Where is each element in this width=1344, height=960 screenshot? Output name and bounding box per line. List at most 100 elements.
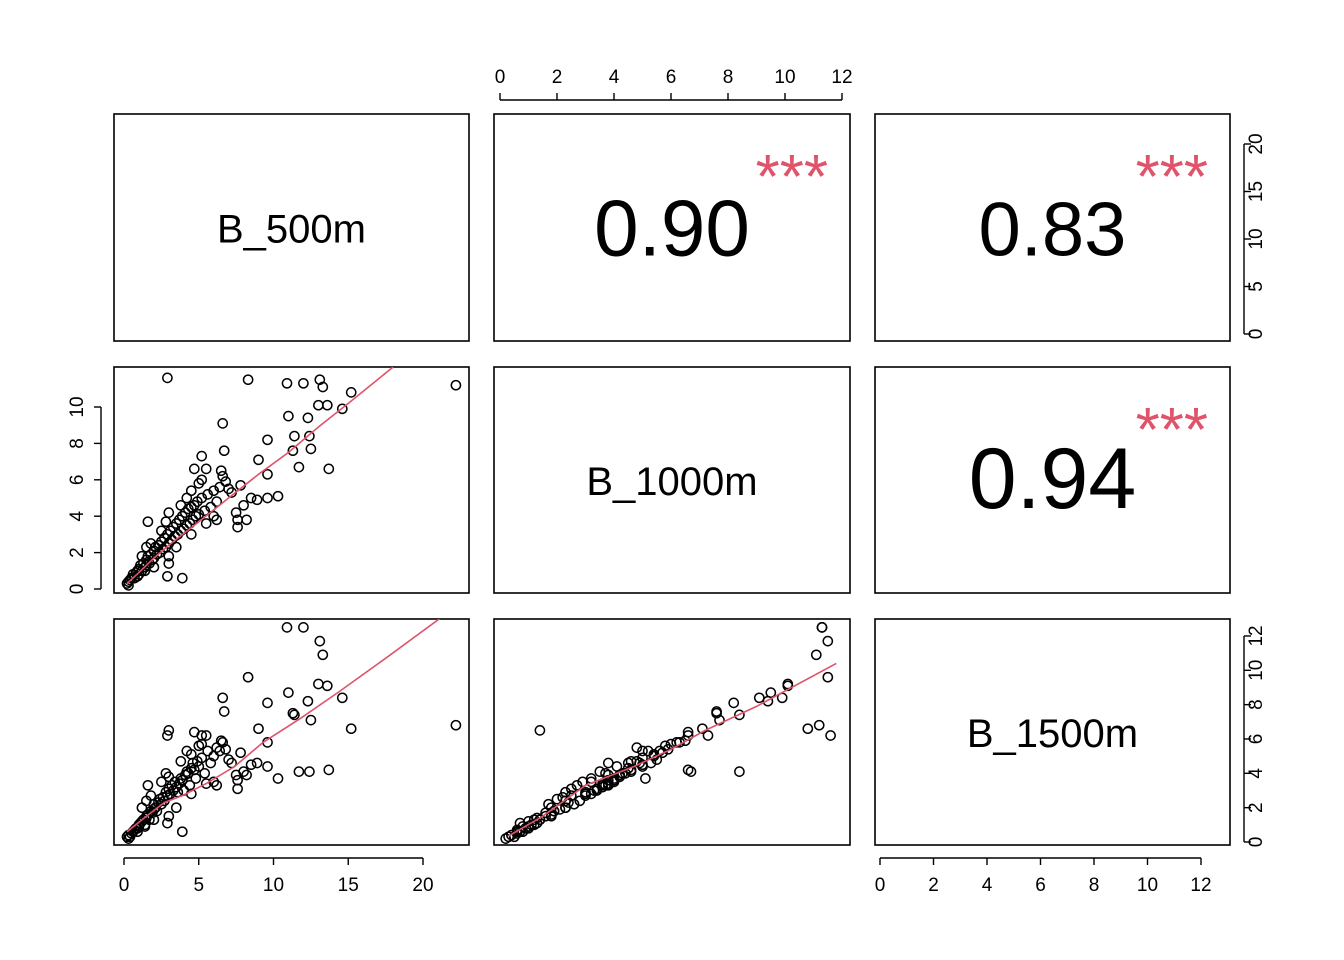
panel-B_500m-B_1500m <box>874 113 1231 342</box>
data-point <box>283 410 294 422</box>
data-point <box>200 518 212 529</box>
data-point <box>175 755 187 767</box>
data-point <box>220 476 232 487</box>
data-point <box>753 692 765 704</box>
tick-label: 0 <box>1246 837 1267 848</box>
panel-B_500m-B_1000m <box>493 113 851 342</box>
data-point <box>262 492 273 504</box>
data-point <box>822 671 834 683</box>
data-point <box>565 783 577 795</box>
data-point <box>176 826 188 838</box>
data-point <box>620 767 631 779</box>
data-point <box>163 558 175 569</box>
data-point <box>302 412 314 424</box>
data-point <box>245 759 257 771</box>
data-point <box>262 434 273 446</box>
data-point <box>230 507 242 518</box>
right-axis-B_1500m: 0 2 4 6 8 10 12 <box>1243 625 1267 848</box>
data-point <box>142 779 154 791</box>
data-point <box>123 580 134 591</box>
data-point <box>136 550 148 562</box>
tick-label: 5 <box>1246 281 1267 292</box>
data-point <box>336 403 348 415</box>
data-point <box>156 798 167 810</box>
data-point <box>662 743 674 755</box>
tick-label: 10 <box>774 67 795 88</box>
data-point <box>543 798 554 810</box>
data-point <box>711 706 722 717</box>
data-point <box>200 730 212 741</box>
data-point <box>175 499 187 511</box>
data-point <box>196 450 208 462</box>
tick-label: 6 <box>666 67 677 88</box>
data-point <box>162 372 173 384</box>
data-point <box>217 470 229 482</box>
data-point <box>298 622 309 633</box>
data-point <box>734 766 745 777</box>
data-point <box>305 443 317 455</box>
data-point <box>211 514 223 526</box>
data-point <box>215 465 227 477</box>
data-point <box>163 550 175 562</box>
data-point <box>190 773 202 784</box>
data-point <box>321 680 333 692</box>
tick-label: 8 <box>67 438 88 449</box>
data-point <box>160 767 172 779</box>
tick-label: 5 <box>193 875 204 896</box>
data-point <box>637 745 648 757</box>
tick-label: 6 <box>67 475 88 486</box>
data-point <box>187 514 199 526</box>
data-point <box>614 769 626 781</box>
data-point <box>728 697 740 709</box>
data-point <box>293 766 305 777</box>
data-point <box>199 767 211 779</box>
data-point <box>241 514 252 526</box>
data-point <box>223 754 234 765</box>
data-point <box>223 483 234 495</box>
data-point <box>314 635 326 647</box>
data-point <box>205 757 217 769</box>
tick-label: 0 <box>875 875 886 896</box>
tick-label: 0 <box>495 67 506 88</box>
data-point <box>235 747 246 759</box>
tick-label: 20 <box>1246 133 1267 154</box>
data-point <box>682 764 694 776</box>
tick-label: 10 <box>1137 875 1158 896</box>
data-point <box>232 783 243 795</box>
tick-label: 4 <box>982 875 993 896</box>
data-point <box>242 374 254 386</box>
data-point <box>132 826 143 838</box>
data-point <box>176 774 188 786</box>
tick-label: 4 <box>1246 768 1267 779</box>
tick-label: 2 <box>928 875 939 896</box>
data-point <box>323 764 335 776</box>
panel-B_1000m-B_500m <box>113 366 470 594</box>
data-point <box>132 570 143 582</box>
data-point <box>163 810 175 822</box>
data-point <box>196 752 208 764</box>
data-point <box>289 709 300 721</box>
data-point <box>345 387 357 398</box>
data-point <box>810 649 822 661</box>
data-point <box>245 492 257 504</box>
data-point <box>196 738 208 750</box>
scatter-B_1500m-vs-B_500m <box>121 622 462 844</box>
data-point <box>634 757 645 769</box>
data-point <box>156 525 167 537</box>
panel-B_1000m-B_1000m <box>493 366 851 594</box>
data-point <box>148 814 160 826</box>
tick-label: 6 <box>1035 875 1046 896</box>
data-point <box>734 709 745 721</box>
data-point <box>170 541 182 553</box>
data-point <box>314 374 326 386</box>
data-point <box>211 496 223 507</box>
data-point <box>802 723 814 735</box>
data-point <box>251 757 263 769</box>
data-point <box>162 570 173 582</box>
data-point <box>217 692 229 704</box>
tick-label: 8 <box>1089 875 1100 896</box>
data-point <box>173 514 185 526</box>
data-point <box>196 492 208 504</box>
panel-B_500m-B_500m <box>113 113 470 342</box>
significance-stars: *** <box>756 143 828 212</box>
